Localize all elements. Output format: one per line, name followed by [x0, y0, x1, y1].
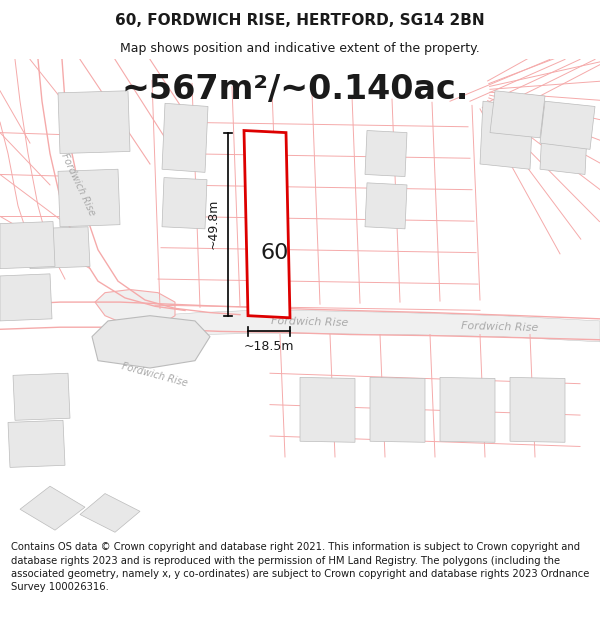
Polygon shape	[300, 378, 355, 442]
Polygon shape	[540, 109, 588, 174]
Text: Contains OS data © Crown copyright and database right 2021. This information is : Contains OS data © Crown copyright and d…	[11, 542, 589, 592]
Polygon shape	[510, 378, 565, 442]
Polygon shape	[365, 183, 407, 229]
Text: ~49.8m: ~49.8m	[207, 199, 220, 249]
Polygon shape	[92, 316, 210, 368]
Polygon shape	[95, 289, 175, 326]
Text: Fordwich Rise: Fordwich Rise	[461, 321, 539, 333]
Polygon shape	[0, 274, 52, 321]
Polygon shape	[80, 494, 140, 532]
Polygon shape	[28, 227, 90, 269]
Polygon shape	[365, 131, 407, 176]
Text: 60: 60	[261, 243, 289, 263]
Text: Fordwich Rise: Fordwich Rise	[59, 152, 97, 218]
Polygon shape	[480, 101, 533, 169]
Polygon shape	[150, 311, 600, 342]
Polygon shape	[0, 221, 55, 269]
Polygon shape	[162, 103, 208, 172]
Text: ~567m²/~0.140ac.: ~567m²/~0.140ac.	[121, 74, 469, 106]
Text: ~18.5m: ~18.5m	[244, 340, 294, 352]
Polygon shape	[244, 131, 290, 318]
Text: 60, FORDWICH RISE, HERTFORD, SG14 2BN: 60, FORDWICH RISE, HERTFORD, SG14 2BN	[115, 13, 485, 28]
Polygon shape	[540, 101, 595, 149]
Polygon shape	[58, 169, 120, 227]
Polygon shape	[20, 486, 85, 530]
Text: Fordwich Rise: Fordwich Rise	[121, 362, 189, 389]
Text: Fordwich Rise: Fordwich Rise	[271, 316, 349, 328]
Polygon shape	[370, 378, 425, 442]
Polygon shape	[13, 373, 70, 420]
Polygon shape	[8, 420, 65, 468]
Polygon shape	[58, 91, 130, 154]
Text: Map shows position and indicative extent of the property.: Map shows position and indicative extent…	[120, 41, 480, 54]
Polygon shape	[490, 91, 545, 138]
Polygon shape	[440, 378, 495, 442]
Polygon shape	[162, 177, 207, 229]
